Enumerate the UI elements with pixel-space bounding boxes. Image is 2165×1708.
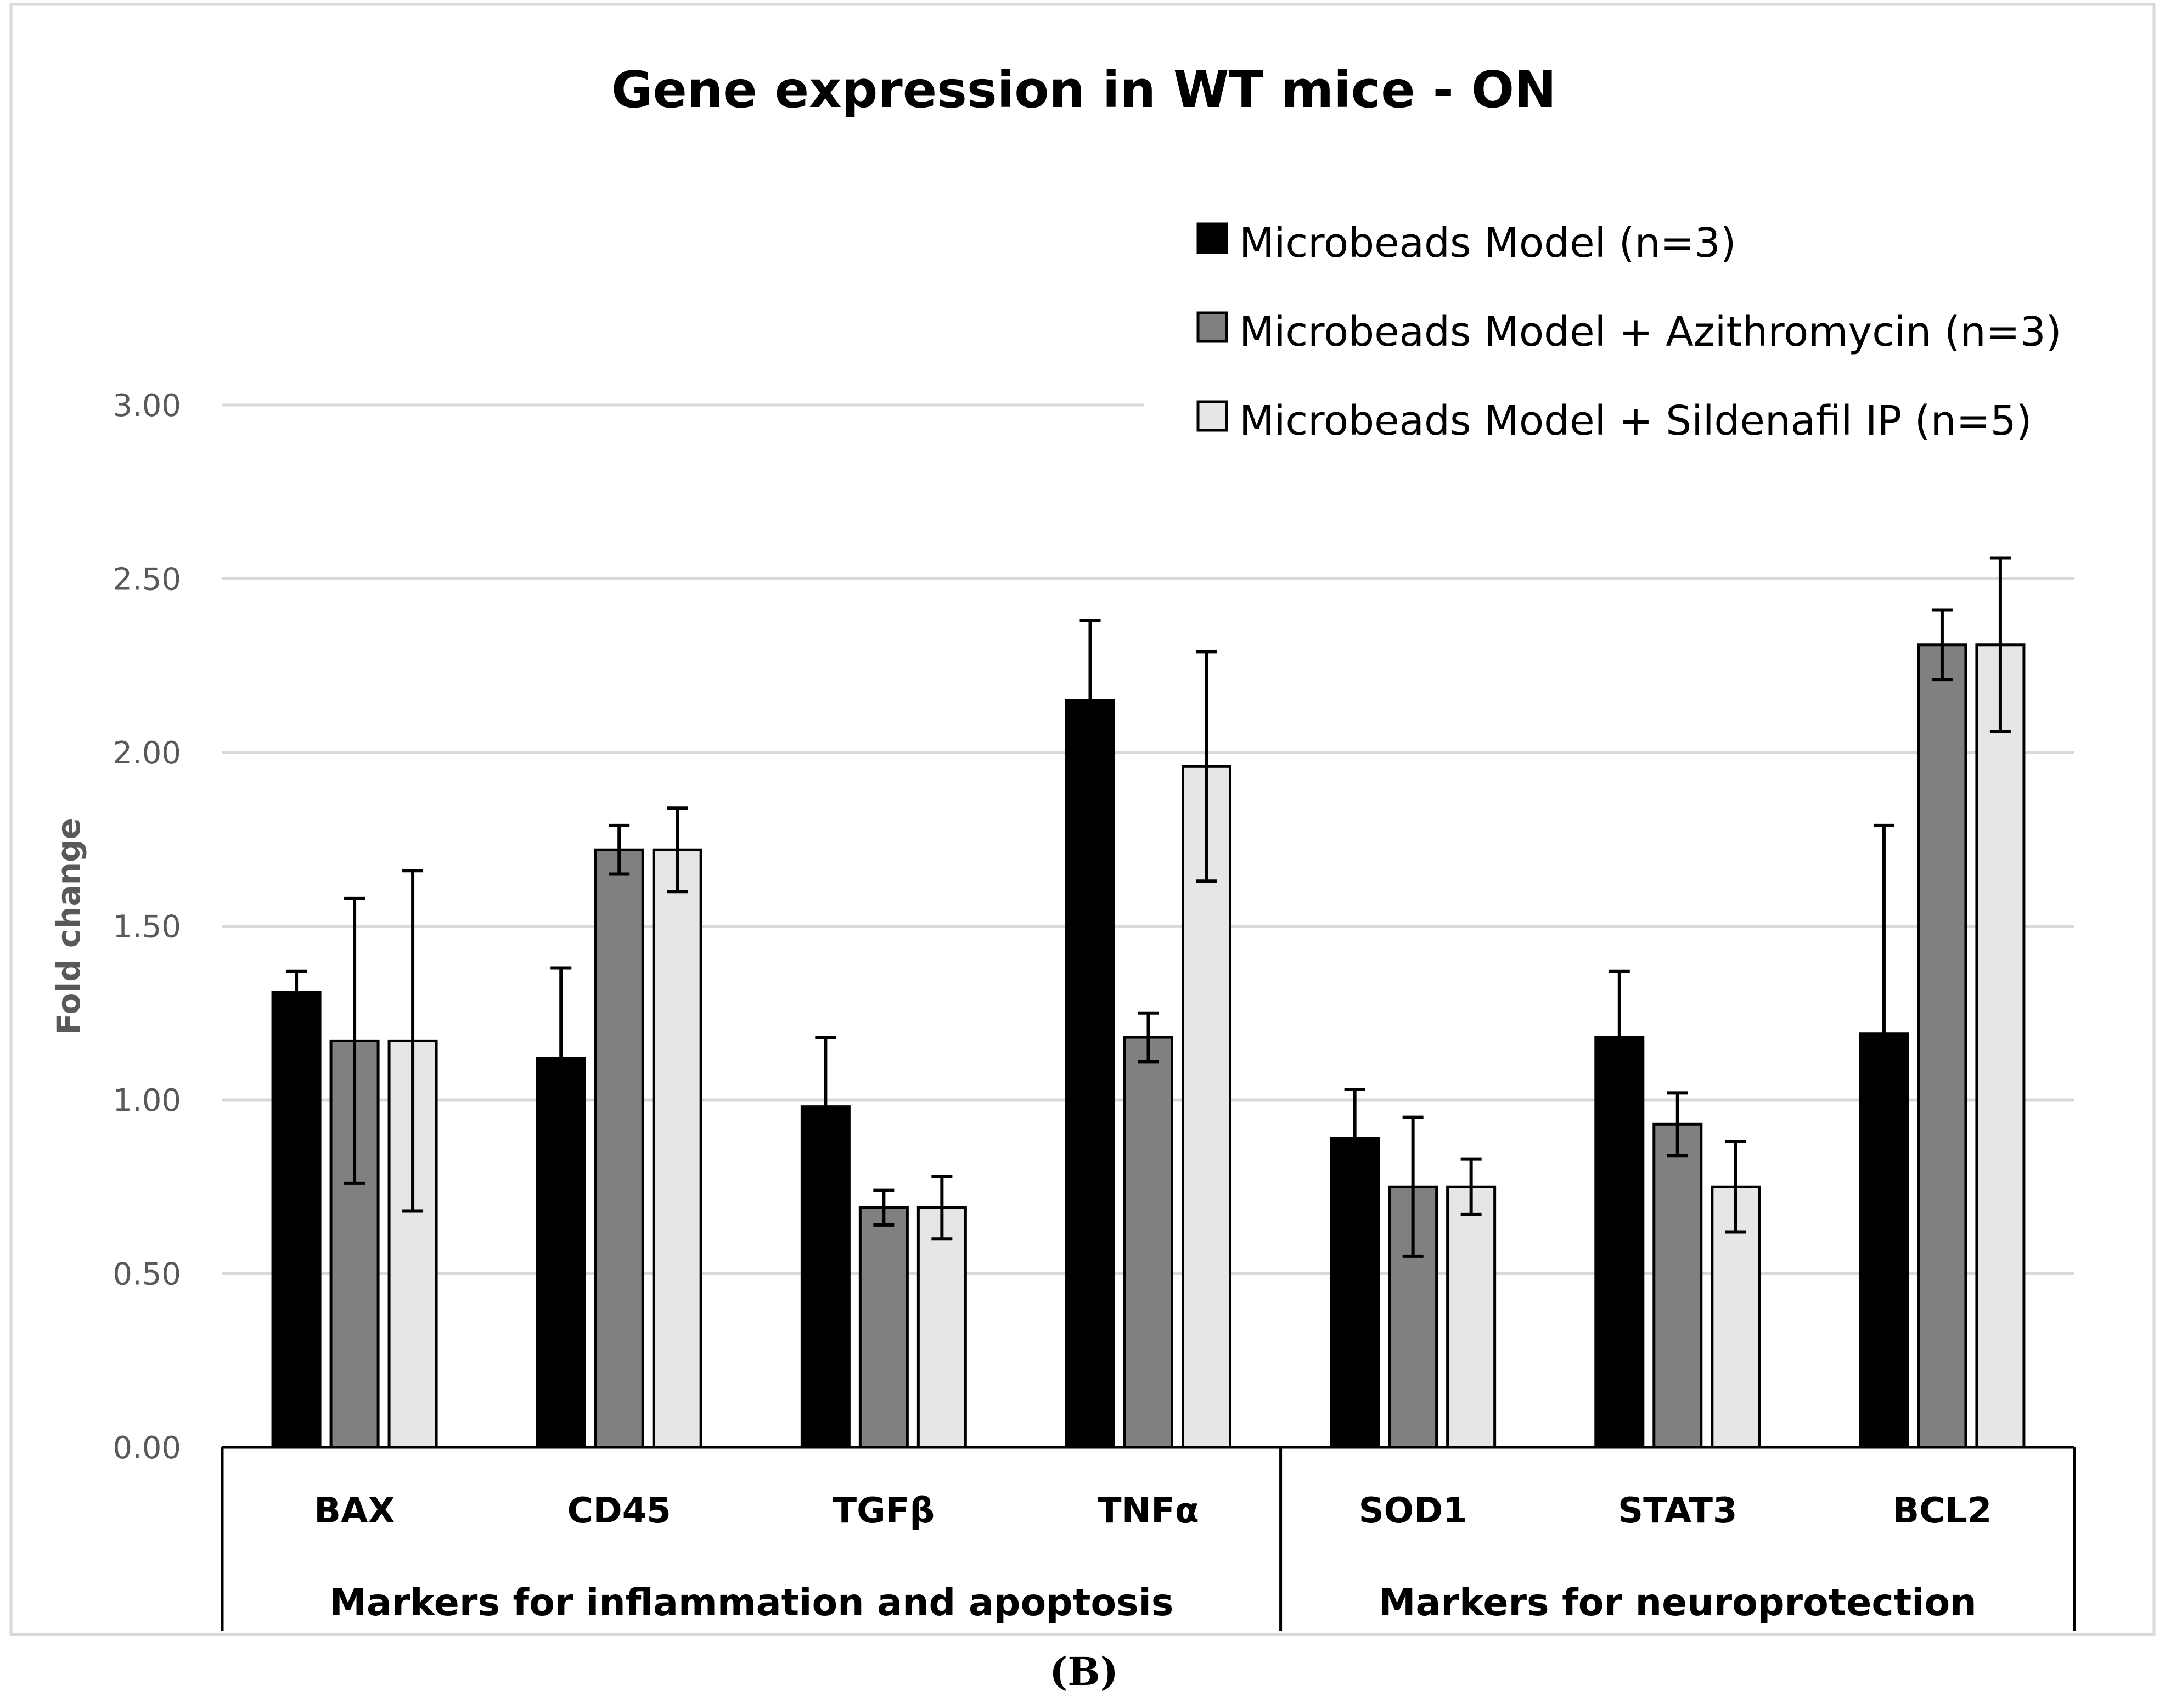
error-bars (286, 556, 2011, 1258)
error-bar-stat3-series-2 (1667, 1091, 1688, 1158)
bar-bcl2-series-3 (1975, 643, 2026, 1449)
category-label-bax: BAX (314, 1491, 395, 1531)
category-label-cd45: CD45 (567, 1491, 671, 1531)
error-bar-bax-series-1 (286, 969, 307, 1015)
y-tick-label: 1.50 (113, 909, 181, 945)
panel-label: (B) (1049, 1649, 1118, 1694)
bar-bcl2-series-2 (1917, 643, 1967, 1449)
bar-cd45-series-3 (652, 848, 702, 1449)
bar-cd45-series-2 (594, 848, 644, 1449)
chart-title: Gene expression in WT mice - ON (611, 60, 1556, 119)
y-axis-label: Fold change (50, 818, 87, 1035)
error-bar-cd45-series-2 (609, 823, 630, 876)
bar-stat3-series-2 (1652, 1122, 1703, 1449)
legend: Microbeads Model (n=3) Microbeads Model +… (1196, 220, 2062, 445)
legend-label-series-3: Microbeads Model + Sildenafil IP (n=5) (1239, 397, 2032, 445)
bar-sod1-series-1 (1330, 1137, 1380, 1449)
error-bar-bax-series-3 (402, 869, 424, 1213)
category-axis: Markers for inflammation and apoptosis Ma… (221, 1446, 2076, 1631)
y-tick-label: 2.00 (113, 735, 181, 771)
y-tick-label: 0.00 (113, 1430, 181, 1466)
bar-sod1-series-3 (1446, 1185, 1497, 1449)
category-group-label: Markers for inflammation and apoptosis (329, 1581, 1173, 1625)
legend-swatch-series-1 (1196, 222, 1228, 254)
error-bar-bcl2-series-1 (1873, 823, 1894, 1244)
y-tick-label: 2.50 (113, 562, 181, 598)
error-bar-cd45-series-3 (667, 806, 688, 894)
category-label-tgf: TGFβ (833, 1491, 935, 1531)
error-bar-tnf-series-3 (1196, 650, 1217, 883)
error-bar-tnf-series-2 (1138, 1011, 1159, 1064)
y-tick-label: 3.00 (113, 388, 181, 424)
error-bar-tnf-series-1 (1079, 619, 1101, 782)
error-bar-cd45-series-1 (550, 966, 572, 1150)
bar-tgf-series-2 (858, 1206, 909, 1449)
gridlines (222, 403, 2074, 1275)
legend-swatch-series-3 (1196, 400, 1228, 432)
bar-tgf-series-3 (916, 1206, 967, 1449)
error-bar-sod1-series-3 (1460, 1157, 1482, 1216)
category-label-tnf: TNFα (1098, 1491, 1199, 1531)
error-bar-stat3-series-3 (1725, 1139, 1746, 1234)
bar-tnf-series-1 (1065, 699, 1115, 1449)
bar-tnf-series-2 (1123, 1036, 1173, 1449)
y-tick-label: 0.50 (113, 1257, 181, 1293)
y-axis-ticks: 0.00 0.50 1.00 1.50 2.00 2.50 3.00 (113, 388, 181, 1466)
bar-bax-series-1 (271, 991, 322, 1449)
bar-stat3-series-1 (1594, 1036, 1645, 1449)
legend-label-series-1: Microbeads Model (n=3) (1239, 220, 1736, 267)
category-label-sod1: SOD1 (1359, 1491, 1467, 1531)
category-group-label: Markers for neuroprotection (1379, 1581, 1977, 1625)
y-tick-label: 1.00 (113, 1083, 181, 1119)
error-bar-bcl2-series-3 (1989, 556, 2011, 734)
error-bar-tgf-series-1 (815, 1036, 836, 1178)
bars (271, 643, 2026, 1449)
error-bar-stat3-series-1 (1609, 969, 1630, 1105)
category-label-bcl2: BCL2 (1892, 1491, 1992, 1531)
error-bar-tgf-series-2 (873, 1188, 895, 1227)
error-bar-tgf-series-3 (931, 1175, 953, 1241)
error-bar-bax-series-2 (344, 896, 365, 1185)
legend-swatch-series-2 (1196, 311, 1228, 343)
legend-label-series-2: Microbeads Model + Azithromycin (n=3) (1239, 308, 2062, 356)
error-bar-bcl2-series-2 (1931, 608, 1953, 682)
error-bar-sod1-series-1 (1344, 1088, 1365, 1189)
category-label-stat3: STAT3 (1618, 1491, 1737, 1531)
error-bar-sod1-series-2 (1402, 1115, 1424, 1258)
